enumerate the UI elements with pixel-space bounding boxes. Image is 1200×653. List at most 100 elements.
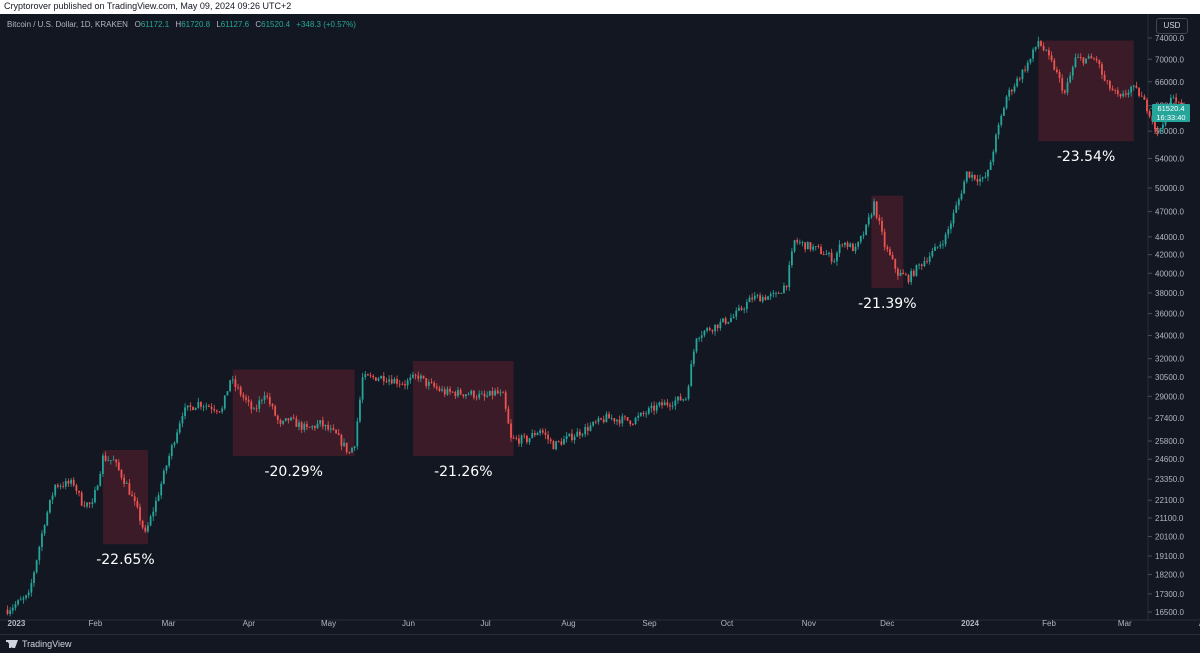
candle-body	[629, 420, 632, 425]
candle-body	[642, 412, 645, 414]
candle-body	[401, 383, 404, 385]
candle-body	[939, 244, 942, 247]
candle-body	[412, 374, 414, 378]
candle-body	[483, 393, 486, 397]
candle-body	[1177, 101, 1180, 103]
candle-body	[791, 251, 793, 266]
candle-body	[751, 297, 754, 300]
x-tick-label: Mar	[162, 619, 176, 628]
currency-button[interactable]: USD	[1156, 18, 1188, 34]
x-tick-label: Feb	[1042, 619, 1056, 628]
candle-body	[237, 386, 239, 388]
x-tick-label: May	[321, 619, 336, 628]
candle-body	[406, 380, 409, 386]
candle-body	[396, 378, 398, 384]
candle-body	[804, 242, 807, 250]
candle-body	[531, 433, 534, 439]
y-tick-label: 42000.0	[1155, 251, 1184, 260]
candle-body	[176, 432, 178, 443]
candle-body	[160, 483, 163, 496]
price-chart[interactable]: 16500.0 17300.0 18200.0 19100.0 20100.0 21100…	[0, 14, 1200, 634]
candle-body	[221, 408, 224, 412]
y-tick-label: 50000.0	[1155, 184, 1184, 193]
publish-header-text: Cryptorover published on TradingView.com…	[4, 1, 292, 11]
candle-body	[462, 394, 465, 397]
candle-body	[242, 394, 245, 398]
candle-body	[117, 462, 120, 470]
candle-body	[533, 433, 536, 436]
candle-body	[234, 379, 237, 387]
x-tick-label: Apr	[243, 619, 256, 628]
candle-body	[912, 270, 915, 276]
candle-body	[1053, 60, 1056, 70]
candle-body	[1071, 67, 1074, 76]
candle-body	[772, 293, 775, 295]
candle-body	[1127, 92, 1130, 95]
candle-body	[327, 424, 330, 430]
candle-body	[359, 399, 361, 422]
candle-body	[205, 405, 208, 407]
candle-body	[427, 382, 430, 386]
candle-body	[722, 318, 724, 322]
candle-body	[780, 293, 783, 294]
candle-body	[510, 423, 512, 438]
candle-body	[261, 399, 263, 401]
candle-body	[295, 418, 298, 427]
y-tick-label: 22100.0	[1155, 496, 1184, 505]
candle-body	[390, 379, 393, 384]
candle-body	[49, 499, 51, 513]
candle-body	[862, 234, 865, 237]
y-tick-label: 47000.0	[1155, 208, 1184, 217]
candle-body	[319, 420, 322, 424]
candle-body	[282, 420, 284, 424]
candle-body	[1050, 55, 1053, 61]
candle-body	[404, 384, 406, 386]
candle-body	[870, 215, 873, 218]
candle-body	[1024, 69, 1026, 71]
candle-body	[626, 417, 629, 421]
high-value: 61720.8	[181, 20, 211, 29]
candle-body	[605, 413, 608, 423]
candle-body	[1021, 69, 1024, 80]
candle-body	[1058, 72, 1061, 79]
candle-body	[1056, 69, 1058, 73]
candle-body	[364, 374, 367, 378]
candle-body	[128, 483, 131, 495]
candle-body	[661, 402, 663, 406]
candle-body	[812, 246, 814, 250]
candle-body	[91, 502, 94, 504]
candle-body	[438, 388, 441, 391]
candle-body	[783, 285, 785, 294]
candle-body	[650, 405, 653, 409]
drawdown-percent-label: -23.54%	[1057, 149, 1115, 165]
candle-body	[920, 264, 923, 267]
candle-body	[950, 223, 952, 230]
candle-body	[836, 253, 838, 262]
candle-body	[152, 511, 155, 517]
candle-body	[422, 375, 425, 379]
candle-body	[467, 394, 470, 396]
candle-body	[425, 378, 428, 386]
candle-body	[1103, 74, 1106, 81]
candle-body	[915, 265, 918, 276]
candle-body	[555, 441, 557, 450]
candle-body	[955, 205, 958, 213]
candle-body	[276, 415, 279, 421]
candle-body	[669, 404, 671, 407]
candle-body	[308, 427, 311, 428]
y-tick-label: 74000.0	[1155, 34, 1184, 43]
tradingview-logo[interactable]: TradingView	[6, 639, 72, 649]
candle-body	[907, 274, 910, 283]
candle-body	[329, 428, 332, 430]
candle-body	[380, 375, 383, 379]
drawdown-percent-label: -20.29%	[264, 464, 322, 480]
candle-body	[192, 406, 194, 411]
candle-body	[552, 441, 555, 450]
candle-body	[931, 250, 934, 257]
candle-body	[287, 418, 290, 421]
candle-body	[1095, 58, 1098, 61]
candle-body	[528, 438, 531, 443]
candle-body	[178, 423, 181, 433]
candle-body	[433, 382, 436, 387]
candle-body	[210, 406, 213, 409]
